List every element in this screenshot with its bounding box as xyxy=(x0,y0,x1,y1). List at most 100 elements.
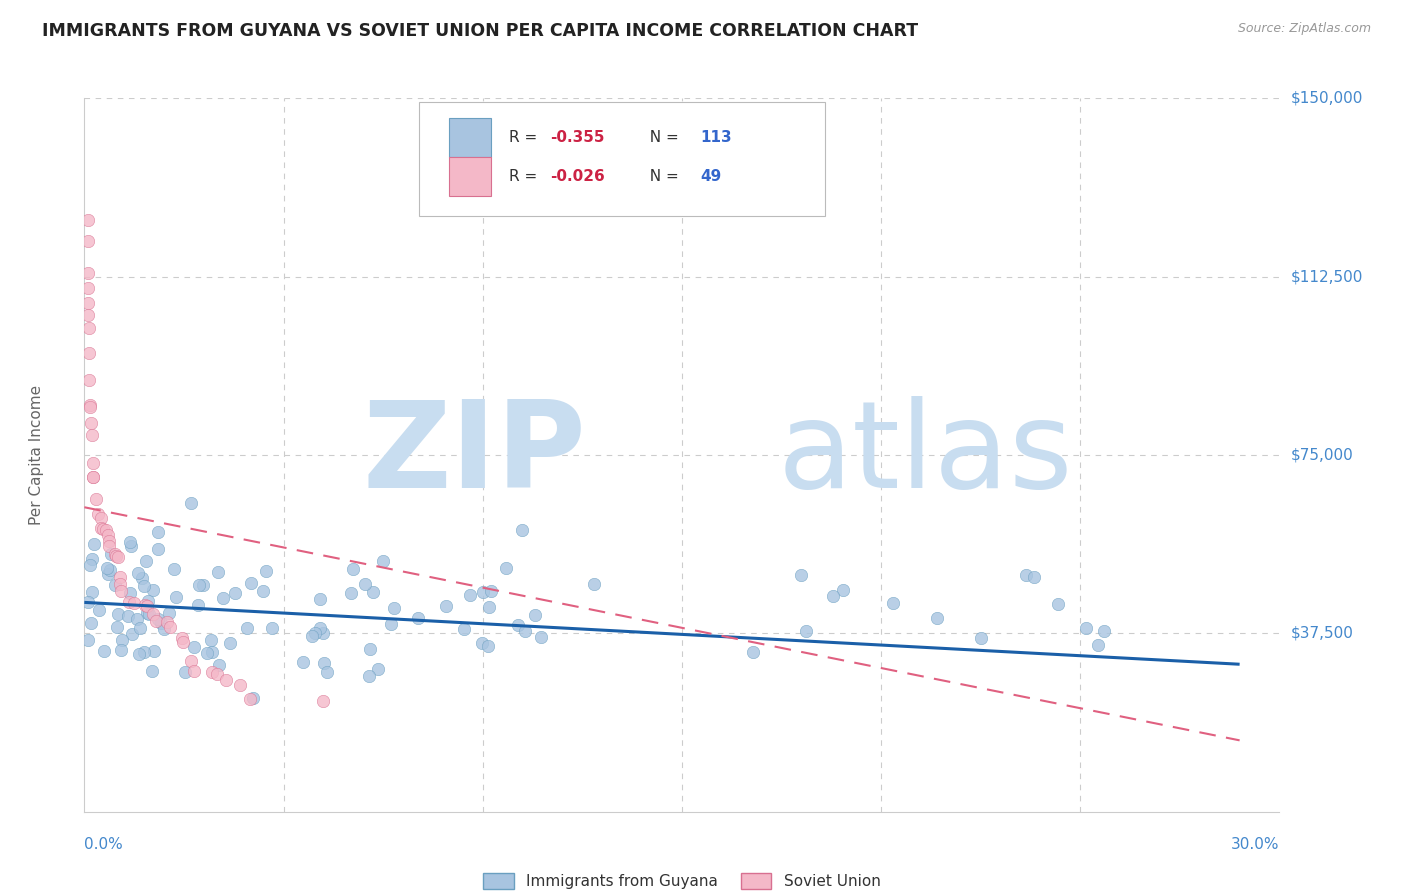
Point xyxy=(136,599,159,613)
Text: ZIP: ZIP xyxy=(363,396,586,514)
Point xyxy=(219,636,242,650)
Point xyxy=(104,547,127,561)
Point xyxy=(970,632,993,646)
Point xyxy=(97,528,120,542)
Text: $37,500: $37,500 xyxy=(1291,626,1354,640)
Point xyxy=(823,589,845,603)
Point xyxy=(83,537,105,551)
Point xyxy=(127,566,149,580)
Point xyxy=(1022,570,1045,584)
Point xyxy=(201,665,224,679)
Point xyxy=(180,496,202,510)
Text: $75,000: $75,000 xyxy=(1291,448,1354,462)
Point xyxy=(82,456,104,470)
Point xyxy=(1087,639,1109,653)
Point xyxy=(170,631,193,645)
Point xyxy=(200,633,222,648)
Point xyxy=(301,629,323,643)
Point xyxy=(82,469,104,483)
Point xyxy=(309,620,332,634)
Point xyxy=(80,615,103,630)
Point xyxy=(882,596,904,610)
Point xyxy=(134,598,156,612)
Point xyxy=(77,266,100,280)
Text: IMMIGRANTS FROM GUYANA VS SOVIET UNION PER CAPITA INCOME CORRELATION CHART: IMMIGRANTS FROM GUYANA VS SOVIET UNION P… xyxy=(42,22,918,40)
Point xyxy=(77,281,100,295)
Point xyxy=(252,584,274,599)
Point xyxy=(163,562,186,576)
Point xyxy=(173,665,195,679)
Point xyxy=(312,694,335,708)
Point xyxy=(292,655,315,669)
Text: R =: R = xyxy=(509,169,541,184)
Point xyxy=(380,617,402,632)
Text: Per Capita Income: Per Capita Income xyxy=(30,384,44,525)
Point xyxy=(229,678,252,692)
Point xyxy=(145,614,167,628)
Point xyxy=(207,565,229,579)
Point xyxy=(79,398,101,412)
Point xyxy=(87,508,110,522)
Point xyxy=(790,568,813,582)
Point xyxy=(165,591,187,605)
Point xyxy=(136,594,159,608)
Point xyxy=(79,558,101,573)
Point xyxy=(312,656,335,670)
Point xyxy=(135,554,157,568)
Point xyxy=(180,654,202,668)
Point xyxy=(312,625,335,640)
Point xyxy=(183,665,205,679)
Point xyxy=(471,636,494,650)
Text: atlas: atlas xyxy=(778,396,1073,514)
Point xyxy=(90,521,112,535)
Point xyxy=(77,595,100,609)
Text: 113: 113 xyxy=(700,130,731,145)
Text: 30.0%: 30.0% xyxy=(1232,837,1279,852)
Point xyxy=(238,692,260,706)
Point xyxy=(150,615,173,630)
Point xyxy=(77,295,100,310)
Text: N =: N = xyxy=(640,130,683,145)
Point xyxy=(121,626,143,640)
Point xyxy=(128,622,150,636)
Point xyxy=(131,571,153,585)
Point xyxy=(367,662,389,676)
Point xyxy=(105,620,128,634)
Point xyxy=(187,577,209,591)
Point xyxy=(100,547,122,561)
Point xyxy=(506,618,529,632)
Point xyxy=(382,601,405,615)
Point xyxy=(79,401,101,415)
Point xyxy=(77,373,100,387)
Point xyxy=(93,644,115,658)
Point xyxy=(94,524,117,538)
Point xyxy=(353,576,375,591)
Point xyxy=(146,525,169,540)
Point xyxy=(529,630,551,644)
Point xyxy=(134,579,156,593)
Text: 0.0%: 0.0% xyxy=(84,837,124,852)
Point xyxy=(187,598,209,612)
Point xyxy=(100,563,122,577)
Point xyxy=(159,620,181,634)
Point xyxy=(211,591,233,606)
Point xyxy=(107,549,129,564)
Point xyxy=(458,588,481,602)
Point xyxy=(197,646,219,660)
Point xyxy=(152,622,174,636)
Point xyxy=(201,645,224,659)
Point xyxy=(316,665,339,679)
Point xyxy=(136,606,159,620)
Point xyxy=(453,622,475,636)
Text: R =: R = xyxy=(509,130,541,145)
FancyBboxPatch shape xyxy=(449,157,491,196)
Point xyxy=(262,621,284,635)
Text: $112,500: $112,500 xyxy=(1291,269,1362,284)
Point xyxy=(142,607,165,621)
Point xyxy=(90,511,112,525)
Point xyxy=(77,309,100,323)
Point xyxy=(340,586,363,600)
Point xyxy=(406,611,429,625)
Point xyxy=(77,346,100,360)
Point xyxy=(141,664,163,678)
